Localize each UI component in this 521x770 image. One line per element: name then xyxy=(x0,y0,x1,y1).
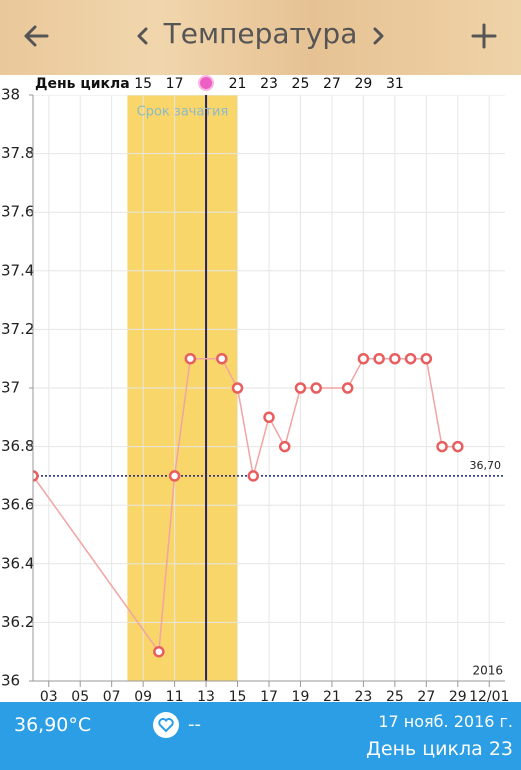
x-tick-label: 23 xyxy=(354,689,372,702)
data-point xyxy=(278,440,291,453)
year-label: 2016 xyxy=(472,664,503,678)
next-button[interactable] xyxy=(373,27,384,45)
add-button[interactable] xyxy=(471,23,497,49)
temperature: 36,90°C xyxy=(14,714,92,736)
cycle-tick-label: 21 xyxy=(229,76,247,92)
data-point xyxy=(373,352,385,365)
x-tick-label: 12/01 xyxy=(469,689,509,702)
back-button[interactable] xyxy=(24,25,49,47)
data-point xyxy=(294,382,307,394)
data-point xyxy=(404,352,417,365)
y-tick-label: 37 xyxy=(1,379,20,397)
cycle-tick-label: 15 xyxy=(134,76,152,92)
cycle-tick-label: 29 xyxy=(354,76,372,92)
date: 17 нояб. 2016 г. xyxy=(378,712,513,731)
cycle-axis-label: День цикла xyxy=(35,76,130,92)
data-point xyxy=(452,440,464,453)
x-tick-label: 09 xyxy=(134,689,152,702)
data-point xyxy=(184,352,197,365)
x-tick-label: 29 xyxy=(449,689,467,702)
mood-value: -- xyxy=(188,714,201,735)
data-point xyxy=(436,440,448,453)
cycle-tick-label: 27 xyxy=(323,76,341,92)
data-point xyxy=(420,352,433,365)
fertile-window-label: Срок зачатия xyxy=(137,105,229,120)
y-tick-label: 36.2 xyxy=(1,613,34,631)
header: Температура xyxy=(0,0,521,75)
baseline-label: 36,70 xyxy=(470,459,502,472)
data-point xyxy=(216,352,228,365)
y-tick-label: 37.4 xyxy=(1,261,34,279)
data-point xyxy=(247,470,260,482)
mood-icon[interactable] xyxy=(151,710,181,740)
y-tick-label: 36.6 xyxy=(1,496,34,514)
x-tick-label: 07 xyxy=(103,689,121,702)
x-tick-label: 03 xyxy=(40,689,58,702)
prev-button[interactable] xyxy=(137,27,148,45)
x-tick-label: 27 xyxy=(417,689,435,702)
x-tick-label: 21 xyxy=(323,689,341,702)
data-point xyxy=(153,645,165,658)
cycle-tick-label: 17 xyxy=(166,76,184,92)
x-tick-label: 25 xyxy=(386,689,404,702)
data-point xyxy=(310,382,322,394)
footer: 36,90°C -- 17 нояб. 2016 г. День цикла 2… xyxy=(0,702,521,770)
data-point xyxy=(168,470,181,482)
data-point xyxy=(231,382,244,394)
plot-area xyxy=(33,95,505,682)
x-tick-label: 15 xyxy=(229,689,247,702)
chart: Срок зачатия 36 36.2 36.4 36.6 36.8 37 37.2 37.4… xyxy=(1,75,509,702)
y-tick-label: 36 xyxy=(1,672,20,690)
x-tick-label: 11 xyxy=(166,689,184,702)
x-tick-label: 13 xyxy=(197,689,215,702)
data-point xyxy=(341,382,354,394)
data-point xyxy=(357,352,370,365)
x-tick-label: 05 xyxy=(71,689,89,702)
y-tick-label: 38 xyxy=(1,86,20,104)
ovulation-marker xyxy=(198,75,215,91)
y-tick-label: 36.4 xyxy=(1,554,34,572)
data-point xyxy=(263,411,275,424)
cycle-day: День цикла 23 xyxy=(366,738,513,760)
x-tick-label: 19 xyxy=(292,689,310,702)
data-point xyxy=(33,470,39,482)
y-tick-label: 37.6 xyxy=(1,203,34,221)
header-icons xyxy=(24,23,497,49)
x-tick-label: 17 xyxy=(260,689,278,702)
y-tick-label: 36.8 xyxy=(1,437,34,455)
y-tick-label: 37.8 xyxy=(1,144,34,162)
data-point xyxy=(389,352,401,365)
y-tick-label: 37.2 xyxy=(1,320,34,338)
screen-title: Температура xyxy=(163,17,358,50)
cycle-tick-label: 25 xyxy=(292,76,310,92)
cycle-tick-label: 23 xyxy=(260,76,278,92)
cycle-tick-label: 31 xyxy=(386,76,404,92)
